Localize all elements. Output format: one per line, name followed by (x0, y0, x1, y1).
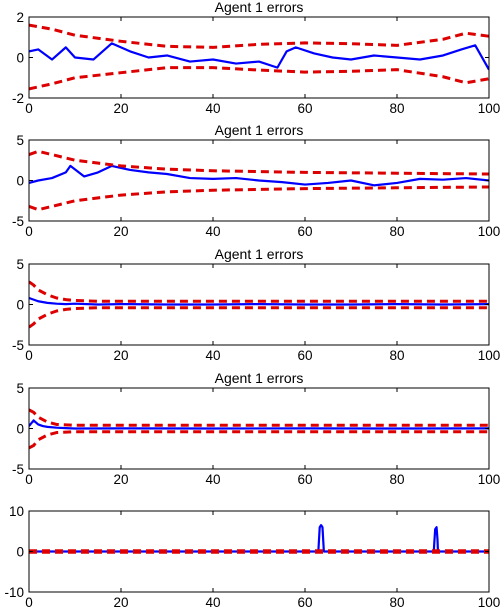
y-tick-label: 5 (16, 257, 24, 272)
x-tick-label: 80 (389, 348, 404, 363)
y-tick-label: -2 (12, 91, 24, 106)
series-lower-bound-line (29, 185, 489, 212)
series-lower-bound-line (29, 306, 489, 329)
x-tick-label: 80 (389, 224, 404, 239)
series-upper-bound-line (29, 280, 489, 303)
y-tick-label: -10 (4, 585, 24, 600)
series-lower-bound-line (29, 66, 489, 91)
x-tick-label: 60 (297, 348, 312, 363)
x-tick-label: 0 (25, 595, 33, 610)
x-tick-label: 0 (25, 472, 33, 487)
x-tick-label: 20 (113, 348, 128, 363)
x-tick-label: 40 (205, 595, 220, 610)
series-error-line (29, 164, 489, 187)
y-tick-label: 0 (16, 298, 24, 313)
y-tick-label: -5 (12, 462, 24, 477)
x-tick-label: 100 (478, 595, 501, 610)
x-tick-label: 60 (297, 101, 312, 116)
y-tick-label: -5 (12, 214, 24, 229)
x-tick-label: 80 (389, 472, 404, 487)
series-lower-bound-line (29, 430, 489, 450)
x-tick-label: 100 (478, 101, 501, 116)
x-tick-label: 20 (113, 595, 128, 610)
series-upper-bound-line (29, 23, 489, 49)
x-tick-label: 0 (25, 101, 33, 116)
chart-title: Agent 1 errors (215, 122, 304, 138)
y-tick-label: 10 (9, 504, 24, 519)
series-error-line (29, 419, 489, 430)
series-upper-bound-line (29, 408, 489, 427)
x-tick-label: 40 (205, 101, 220, 116)
x-tick-label: 20 (113, 101, 128, 116)
x-tick-label: 0 (25, 348, 33, 363)
y-tick-label: 0 (16, 174, 24, 189)
y-tick-label: 0 (16, 545, 24, 560)
x-tick-label: 0 (25, 224, 33, 239)
x-tick-label: 100 (478, 224, 501, 239)
chart-title: Agent 1 errors (215, 0, 304, 15)
chart-title: Agent 1 errors (215, 370, 304, 386)
series-upper-bound-line (29, 149, 489, 176)
x-tick-label: 60 (297, 224, 312, 239)
chart-title: Agent 1 errors (215, 246, 304, 262)
y-tick-label: 0 (16, 51, 24, 66)
y-tick-label: 5 (16, 381, 24, 396)
x-tick-label: 60 (297, 472, 312, 487)
y-tick-label: -5 (12, 338, 24, 353)
x-tick-label: 40 (205, 472, 220, 487)
series-error-line (29, 42, 489, 71)
series-error-line (29, 296, 489, 306)
x-tick-label: 100 (478, 348, 501, 363)
series-error-line (29, 524, 489, 553)
plot-frame (28, 16, 490, 99)
y-tick-label: 5 (16, 133, 24, 148)
y-tick-label: 2 (16, 10, 24, 25)
x-tick-label: 80 (389, 595, 404, 610)
x-tick-label: 20 (113, 472, 128, 487)
x-tick-label: 20 (113, 224, 128, 239)
x-tick-label: 60 (297, 595, 312, 610)
x-tick-label: 40 (205, 348, 220, 363)
y-tick-label: 0 (16, 422, 24, 437)
x-tick-label: 100 (478, 472, 501, 487)
x-tick-label: 80 (389, 101, 404, 116)
x-tick-label: 40 (205, 224, 220, 239)
